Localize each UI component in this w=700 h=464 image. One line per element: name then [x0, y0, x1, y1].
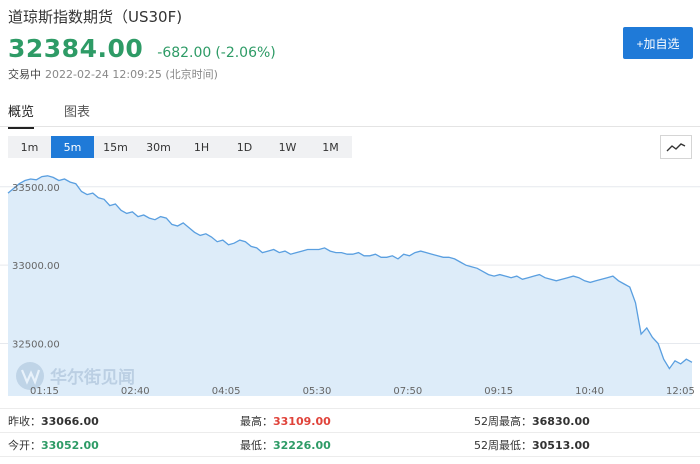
- y-tick-label: 33000.00: [12, 261, 60, 272]
- stat-value: 36830.00: [532, 414, 590, 428]
- trading-status: 交易中: [8, 68, 41, 81]
- price-area: [8, 175, 692, 396]
- stat-open: 今开：33052.00: [8, 437, 99, 453]
- tab-divider: [0, 126, 700, 127]
- stat-value: 30513.00: [532, 438, 590, 452]
- price-chart-svg: 华尔街见闻 33500.00 33000.00 32500.00 01:15 02:4…: [0, 175, 700, 397]
- y-tick-label: 32500.00: [12, 340, 60, 351]
- interval-1h[interactable]: 1H: [193, 140, 210, 154]
- stat-low: 最低：32226.00: [240, 437, 331, 453]
- stat-value: 33066.00: [41, 414, 99, 428]
- x-tick-label: 07:50: [393, 386, 422, 396]
- stat-high: 最高：33109.00: [240, 413, 331, 429]
- trading-status-row: 交易中 2022-02-24 12:09:25 (北京时间): [8, 66, 218, 82]
- stat-label: 昨收：: [8, 414, 41, 428]
- price-chart[interactable]: 华尔街见闻 33500.00 33000.00 32500.00 01:15 02:4…: [0, 168, 700, 397]
- interval-1mo[interactable]: 1M: [322, 140, 339, 154]
- price-row: 32384.00 -682.00 (-2.06%): [8, 34, 276, 63]
- interval-1m[interactable]: 1m: [20, 140, 39, 154]
- x-tick-label: 01:15: [30, 386, 59, 396]
- chart-type-button[interactable]: [660, 135, 692, 159]
- view-tabs: 概览 图表: [8, 101, 120, 129]
- stats-row-2: 今开：33052.00 最低：32226.00 52周最低：30513.00: [0, 433, 700, 457]
- interval-30m[interactable]: 30m: [146, 140, 171, 154]
- interval-1d[interactable]: 1D: [236, 140, 253, 154]
- stat-52w-low: 52周最低：30513.00: [474, 437, 590, 453]
- stat-52w-high: 52周最高：36830.00: [474, 413, 590, 429]
- price-line: [7, 175, 693, 370]
- instrument-title: 道琼斯指数期货（US30F): [8, 8, 183, 26]
- add-watchlist-button[interactable]: +加自选: [623, 27, 693, 59]
- x-tick-label: 10:40: [575, 386, 604, 396]
- tab-overview[interactable]: 概览: [8, 101, 35, 129]
- x-tick-label: 12:05: [666, 386, 695, 396]
- interval-15m[interactable]: 15m: [103, 140, 128, 154]
- stat-label: 今开：: [8, 438, 41, 452]
- quote-stats: 昨收：33066.00 最高：33109.00 52周最高：36830.00 今…: [0, 408, 700, 457]
- y-tick-label: 33500.00: [12, 183, 60, 194]
- stat-prev-close: 昨收：33066.00: [8, 413, 99, 429]
- timestamp: 2022-02-24 12:09:25 (北京时间): [45, 68, 218, 81]
- x-tick-label: 09:15: [484, 386, 513, 396]
- interval-selector: 1m 5m 15m 30m 1H 1D 1W 1M: [8, 136, 352, 158]
- change-percent: (-2.06%): [215, 45, 276, 61]
- interval-1w[interactable]: 1W: [278, 140, 297, 154]
- stats-row-1: 昨收：33066.00 最高：33109.00 52周最高：36830.00: [0, 408, 700, 433]
- tab-chart[interactable]: 图表: [64, 105, 91, 120]
- x-tick-label: 02:40: [121, 386, 150, 396]
- stat-label: 52周最高：: [474, 414, 532, 428]
- stat-label: 最高：: [240, 414, 273, 428]
- line-chart-icon: [666, 143, 686, 152]
- stat-value: 33109.00: [273, 414, 331, 428]
- stat-label: 最低：: [240, 438, 273, 452]
- interval-5m[interactable]: 5m: [51, 136, 94, 158]
- change-value: -682.00: [157, 45, 212, 61]
- last-price: 32384.00: [8, 34, 144, 63]
- x-tick-label: 04:05: [212, 386, 241, 396]
- watermark-text: 华尔街见闻: [50, 367, 135, 388]
- price-change: -682.00 (-2.06%): [157, 45, 276, 61]
- watermark-logo: 华尔街见闻: [16, 362, 135, 390]
- stat-value: 32226.00: [273, 438, 331, 452]
- stat-label: 52周最低：: [474, 438, 532, 452]
- x-tick-label: 05:30: [303, 386, 332, 396]
- stat-value: 33052.00: [41, 438, 99, 452]
